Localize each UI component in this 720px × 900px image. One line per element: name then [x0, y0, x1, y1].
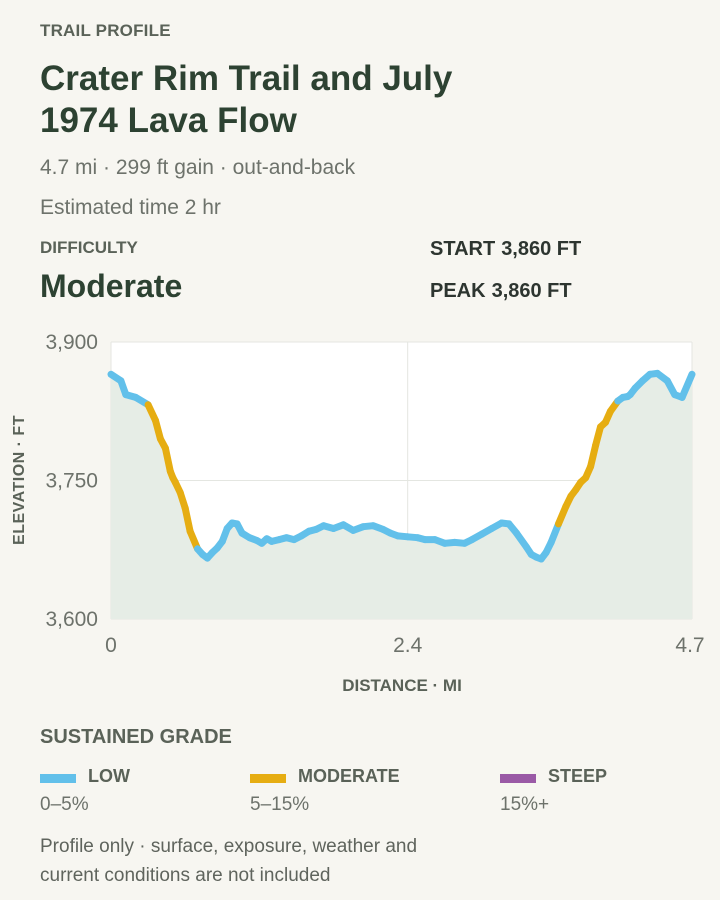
legend-range-steep: 15%+ — [500, 794, 550, 815]
start-value: 3,860 FT — [501, 238, 582, 260]
peak-label: PEAK — [430, 280, 486, 302]
legend-range-moderate: 5–15% — [250, 794, 310, 815]
start-label: START — [430, 238, 496, 260]
x-tick-label: 4.7 — [675, 634, 704, 657]
trail-summary: 4.7 mi · 299 ft gain · out-and-back — [40, 156, 356, 179]
footnote: Profile only · surface, exposure, weathe… — [40, 836, 418, 886]
eyebrow-label: TRAIL PROFILE — [40, 21, 171, 40]
peak-value: 3,860 FT — [491, 280, 572, 302]
x-axis-label: DISTANCE · MI — [342, 676, 462, 695]
difficulty-value: Moderate — [40, 268, 183, 304]
y-tick-label: 3,750 — [45, 470, 98, 493]
profile-segment-moderate — [181, 504, 194, 535]
estimated-time: Estimated time 2 hr — [40, 196, 221, 219]
legend-name-moderate: MODERATE — [298, 766, 400, 786]
elevation-area — [111, 373, 692, 619]
peak-elevation: PEAK 3,860 FT — [430, 280, 572, 303]
legend-swatch-steep — [500, 774, 536, 783]
y-tick-label: 3,900 — [45, 331, 98, 354]
legend-name-low: LOW — [88, 766, 130, 786]
legend-title: SUSTAINED GRADE — [40, 726, 232, 748]
y-axis-label: ELEVATION · FT — [11, 415, 28, 545]
elevation-profile-chart: 3,600 3,750 3,900 0 2.4 4.7 ELEVATION · FT D… — [11, 331, 705, 695]
profile-segment-low — [678, 370, 696, 401]
profile-segment-moderate — [587, 441, 600, 471]
y-tick-label: 3,600 — [45, 608, 98, 631]
legend-range-low: 0–5% — [40, 794, 89, 815]
difficulty-label: DIFFICULTY — [40, 238, 138, 257]
trail-title: Crater Rim Trail and July 1974 Lava Flow — [40, 59, 453, 140]
legend-swatch-low — [40, 774, 76, 783]
profile-segment-moderate — [161, 444, 174, 475]
start-elevation: START 3,860 FT — [430, 238, 581, 261]
x-tick-label: 2.4 — [393, 634, 423, 657]
x-tick-label: 0 — [105, 634, 117, 657]
legend-name-steep: STEEP — [548, 766, 608, 786]
legend-swatch-moderate — [250, 774, 286, 783]
